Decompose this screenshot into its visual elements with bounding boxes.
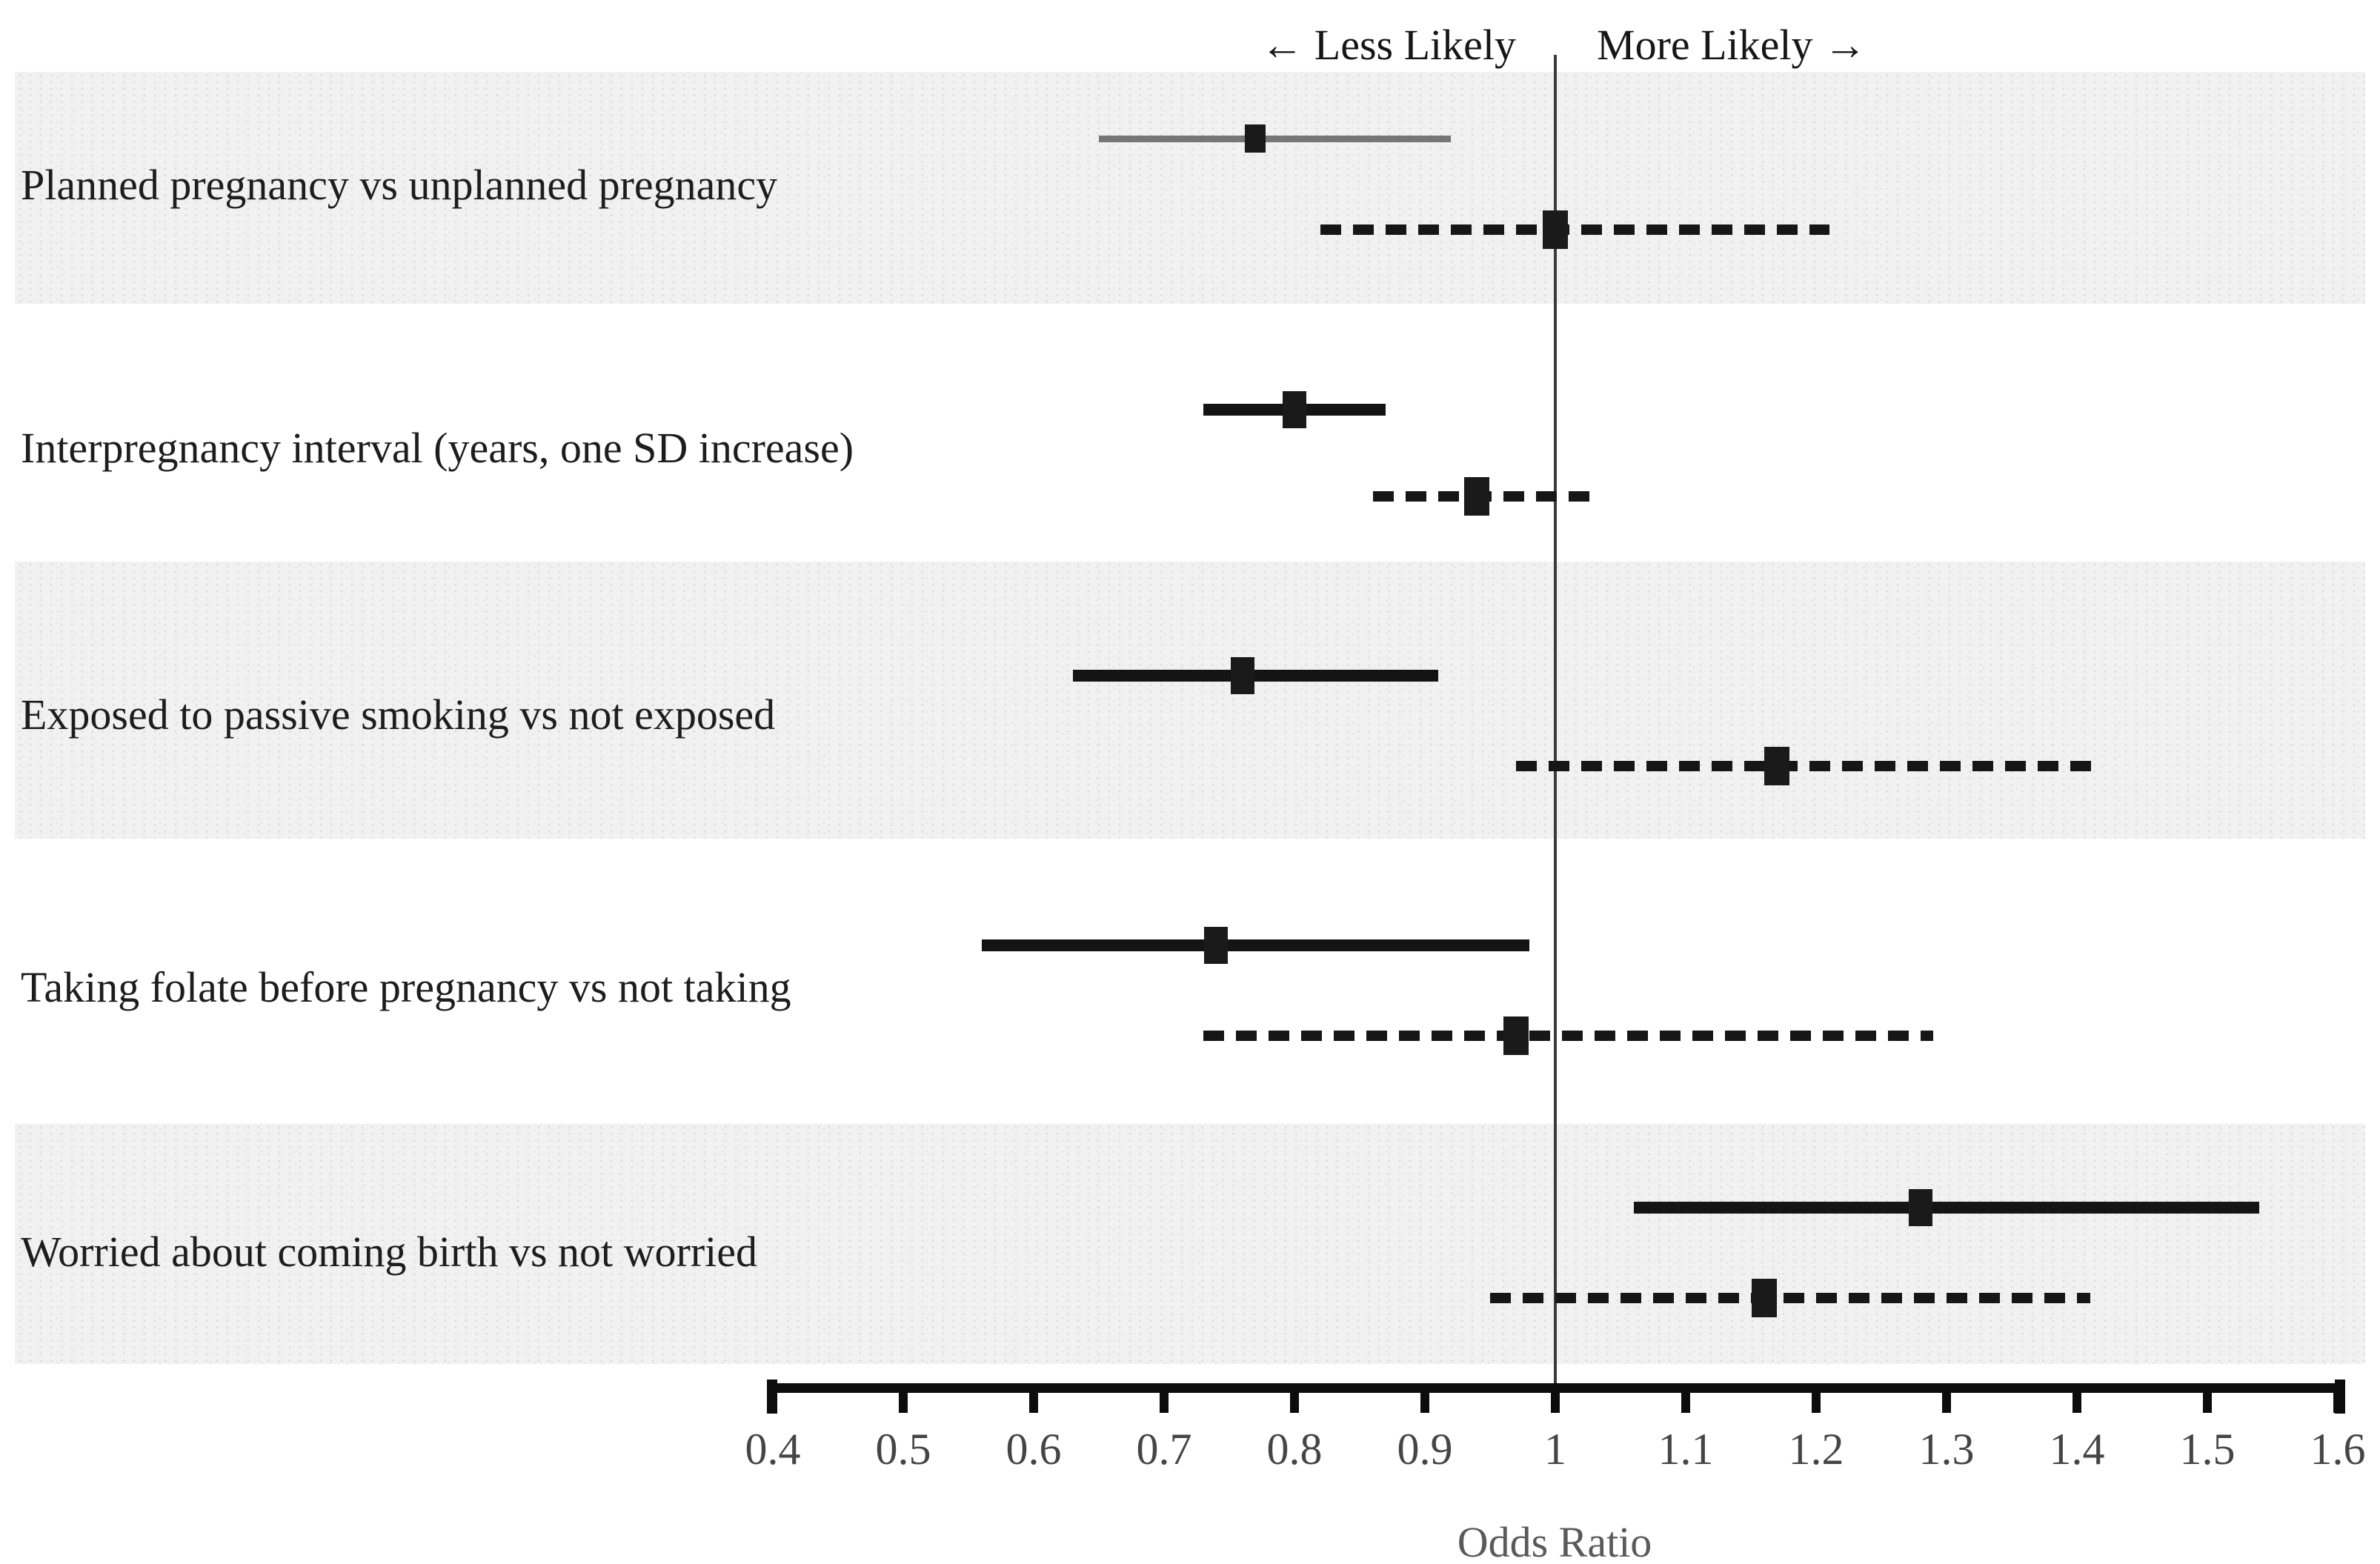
x-axis-tick (1551, 1383, 1560, 1413)
row-label: Taking folate before pregnancy vs not ta… (21, 963, 791, 1011)
row-label: Interpregnancy interval (years, one SD i… (21, 424, 854, 472)
solid-marker (1283, 391, 1306, 428)
dashed-marker (1751, 1279, 1777, 1317)
category-band-2 (15, 1124, 2365, 1364)
x-axis-tick-label: 1 (1544, 1425, 1566, 1474)
dashed-marker (1543, 210, 1568, 249)
x-axis-tick-label: 0.6 (1005, 1425, 1062, 1474)
x-axis-tick-label: 1.2 (1788, 1425, 1844, 1474)
solid-ci-line (1633, 1202, 2260, 1214)
dashed-marker (1503, 1016, 1529, 1055)
x-axis-tick (2203, 1383, 2212, 1413)
dashed-ci-line (1490, 1293, 2090, 1303)
x-axis-tick-label: 1.4 (2049, 1425, 2105, 1474)
x-axis-tick-label: 1.6 (2310, 1425, 2366, 1474)
row-label: Worried about coming birth vs not worrie… (21, 1228, 758, 1276)
x-axis-tick (2072, 1383, 2081, 1413)
dashed-marker (1764, 747, 1790, 785)
solid-marker (1230, 657, 1254, 694)
row-label: Exposed to passive smoking vs not expose… (21, 691, 776, 739)
x-axis-tick-label: 0.8 (1266, 1425, 1323, 1474)
category-band-0 (15, 72, 2365, 304)
less-likely-direction-label: ← Less Likely (1260, 21, 1516, 69)
x-axis-tick (1681, 1383, 1690, 1413)
dashed-ci-line (1320, 224, 1829, 235)
x-axis-tick (2333, 1383, 2342, 1413)
solid-marker (1204, 927, 1229, 964)
row-label: Planned pregnancy vs unplanned pregnancy (21, 161, 778, 209)
x-axis-tick (1420, 1383, 1429, 1413)
solid-ci-line (1099, 135, 1452, 142)
dashed-ci-line (1516, 761, 2104, 771)
category-band-1 (15, 562, 2365, 839)
solid-ci-line (981, 939, 1529, 951)
solid-marker (1245, 124, 1266, 153)
x-axis-tick (768, 1383, 777, 1413)
x-axis-tick-label: 1.3 (1918, 1425, 1975, 1474)
x-axis-tick (1290, 1383, 1299, 1413)
dashed-marker (1464, 477, 1490, 516)
x-axis-tick (1160, 1383, 1169, 1413)
x-axis-tick-label: 0.7 (1136, 1425, 1192, 1474)
x-axis-tick-label: 0.4 (745, 1425, 801, 1474)
x-axis-tick (1029, 1383, 1038, 1413)
x-axis-tick (899, 1383, 908, 1413)
x-axis-tick-label: 0.5 (875, 1425, 931, 1474)
x-axis-tick-label: 1.5 (2179, 1425, 2236, 1474)
x-axis-tick-label: 0.9 (1397, 1425, 1453, 1474)
x-axis-tick (1942, 1383, 1951, 1413)
solid-marker (1908, 1189, 1932, 1226)
x-axis-tick (1812, 1383, 1821, 1413)
more-likely-direction-label: More Likely → (1597, 21, 1867, 69)
x-axis-title: Odds Ratio (1457, 1518, 1652, 1564)
reference-line-or-1 (1554, 55, 1557, 1383)
x-axis-tick-label: 1.1 (1658, 1425, 1714, 1474)
solid-ci-line (1072, 670, 1438, 682)
dashed-ci-line (1203, 1031, 1934, 1041)
